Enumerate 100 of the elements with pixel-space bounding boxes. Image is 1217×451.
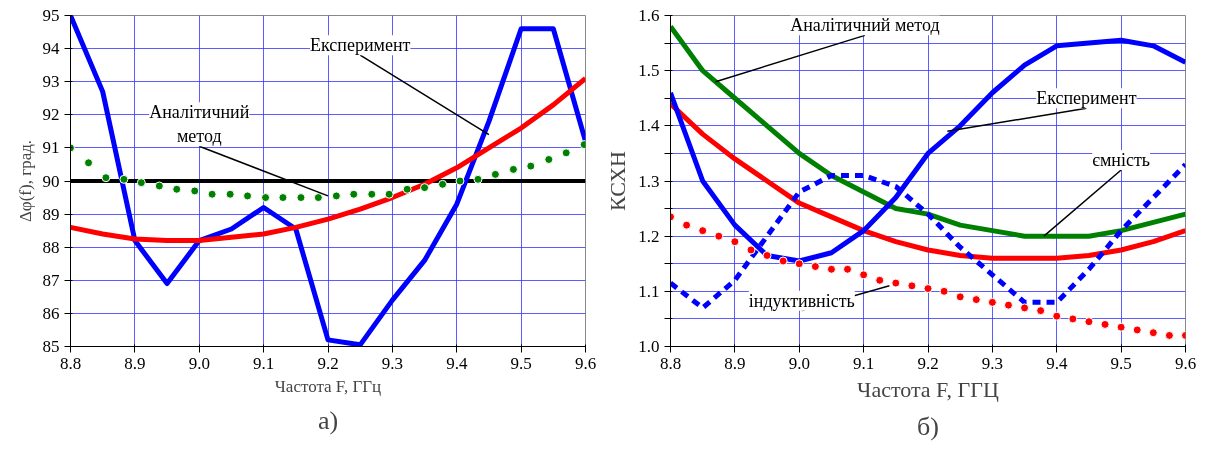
point <box>714 231 724 241</box>
point <box>1003 300 1013 310</box>
annotation: Аналітичний метод <box>149 102 250 147</box>
annotation: Аналітичний метод <box>790 15 940 36</box>
point <box>1084 317 1094 327</box>
point <box>101 173 111 183</box>
point <box>367 189 377 199</box>
y-tick-label: 86 <box>42 303 60 323</box>
y-tick-label: 1.4 <box>638 116 660 136</box>
point <box>331 191 341 201</box>
point <box>843 264 853 274</box>
y-tick-label: 1.2 <box>638 226 660 246</box>
point <box>794 259 804 269</box>
point <box>1148 328 1158 338</box>
x-tick-label: 8.8 <box>59 353 82 373</box>
y-tick-label: 1.6 <box>638 6 660 25</box>
y-tick-label: 94 <box>42 39 60 59</box>
point <box>746 245 756 255</box>
point <box>313 193 323 203</box>
point <box>971 295 981 305</box>
point <box>225 189 235 199</box>
point <box>278 193 288 203</box>
point <box>119 174 129 184</box>
point <box>955 292 965 302</box>
annotation: Експеримент <box>1036 88 1137 109</box>
y-tick-label: 95 <box>42 6 60 25</box>
x-tick-label: 8.9 <box>724 353 746 373</box>
point <box>455 176 465 186</box>
point <box>1100 319 1110 329</box>
x-tick-label: 9.4 <box>1046 353 1068 373</box>
point <box>172 184 182 194</box>
y-tick-label: 92 <box>42 105 60 125</box>
point <box>544 154 554 164</box>
point <box>810 262 820 271</box>
point <box>296 193 306 203</box>
point <box>243 191 253 201</box>
point <box>730 237 740 247</box>
point <box>508 164 518 174</box>
point <box>923 284 933 294</box>
point <box>1132 325 1142 335</box>
y-tick-label: 88 <box>42 237 60 257</box>
x-tick-label: 9.0 <box>188 353 210 373</box>
point <box>762 250 772 260</box>
x-tick-label: 9.6 <box>574 353 597 373</box>
point <box>1036 306 1046 316</box>
y-tick-label: 1.3 <box>638 171 660 191</box>
x-tick-label: 8.9 <box>124 353 146 373</box>
point <box>1052 311 1062 321</box>
point <box>384 189 394 199</box>
point <box>1116 322 1126 332</box>
x-tick-label: 9.4 <box>446 353 468 373</box>
point <box>349 189 359 199</box>
y-tick-label: 93 <box>42 72 60 92</box>
x-axis-title: Частота F, ГГЦ <box>857 376 1000 402</box>
point <box>907 281 917 291</box>
text: а) <box>317 405 339 435</box>
x-tick-label: 9.0 <box>788 353 810 373</box>
x-axis-title: Частота F, ГГц <box>274 376 382 396</box>
y-tick-label: 90 <box>42 171 60 191</box>
point <box>875 275 885 285</box>
annotation: індуктивність <box>748 290 855 311</box>
y-tick-label: 1.1 <box>638 281 660 301</box>
x-tick-label: 9.6 <box>1174 353 1197 373</box>
point <box>526 161 536 171</box>
point <box>826 264 836 274</box>
point <box>778 256 788 266</box>
x-tick-label: 9.3 <box>981 353 1003 373</box>
annotation: Експеримент <box>309 35 411 56</box>
point <box>84 158 94 168</box>
point <box>891 278 901 288</box>
x-tick-label: 9.1 <box>253 353 275 373</box>
point <box>698 226 708 236</box>
point <box>438 179 448 189</box>
point <box>402 184 412 194</box>
y-tick-label: 85 <box>42 337 60 356</box>
point <box>561 148 571 158</box>
point <box>136 178 146 188</box>
point <box>473 174 483 184</box>
y-tick-label: 89 <box>42 204 60 224</box>
point <box>261 193 271 203</box>
x-tick-label: 9.3 <box>381 353 403 373</box>
point <box>1164 330 1174 340</box>
point <box>190 186 200 196</box>
point <box>859 270 869 280</box>
point <box>1068 314 1078 324</box>
y-tick-label: 87 <box>42 270 60 290</box>
point <box>682 220 692 230</box>
point <box>490 169 500 179</box>
text: б) <box>917 411 939 441</box>
x-tick-label: 9.2 <box>317 353 339 373</box>
y-axis-title: Δφ(f), град. <box>15 139 35 223</box>
y-axis-title: КСХН <box>605 150 631 211</box>
point <box>1020 303 1030 313</box>
y-tick-label: 91 <box>42 138 60 158</box>
point <box>207 189 217 199</box>
point <box>939 286 949 296</box>
point <box>420 183 430 193</box>
x-tick-label: 9.5 <box>1110 353 1132 373</box>
x-tick-label: 9.1 <box>853 353 875 373</box>
annotation: ємність <box>1092 149 1151 170</box>
